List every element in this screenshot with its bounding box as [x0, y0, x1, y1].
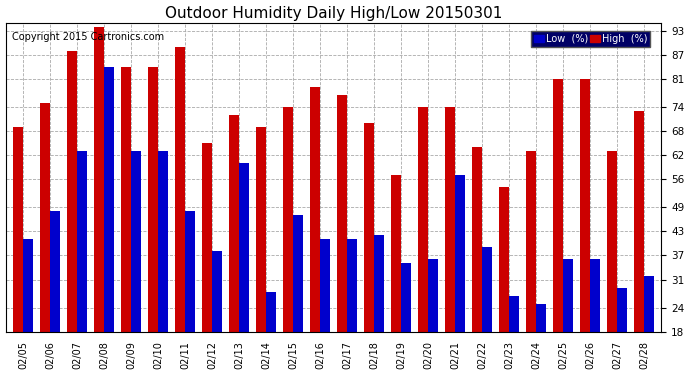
Bar	[580, 79, 590, 332]
Bar	[104, 67, 115, 332]
Bar	[563, 260, 573, 332]
Bar	[239, 164, 249, 332]
Bar	[148, 67, 158, 332]
Bar	[526, 152, 536, 332]
Bar	[553, 79, 563, 332]
Bar	[536, 303, 546, 332]
Bar	[158, 152, 168, 332]
Bar	[293, 215, 304, 332]
Bar	[337, 95, 347, 332]
Bar	[374, 236, 384, 332]
Bar	[283, 107, 293, 332]
Bar	[131, 152, 141, 332]
Bar	[364, 123, 374, 332]
Bar	[229, 115, 239, 332]
Bar	[121, 67, 131, 332]
Bar	[50, 211, 60, 332]
Bar	[499, 188, 509, 332]
Bar	[23, 240, 33, 332]
Bar	[607, 152, 617, 332]
Bar	[67, 51, 77, 332]
Bar	[347, 240, 357, 332]
Bar	[175, 47, 185, 332]
Bar	[401, 264, 411, 332]
Bar	[472, 147, 482, 332]
Bar	[40, 103, 50, 332]
Bar	[310, 87, 320, 332]
Bar	[256, 127, 266, 332]
Legend: Low  (%), High  (%): Low (%), High (%)	[531, 31, 650, 47]
Bar	[391, 176, 401, 332]
Bar	[266, 291, 276, 332]
Title: Outdoor Humidity Daily High/Low 20150301: Outdoor Humidity Daily High/Low 20150301	[165, 6, 502, 21]
Bar	[212, 252, 222, 332]
Bar	[185, 211, 195, 332]
Text: Copyright 2015 Cartronics.com: Copyright 2015 Cartronics.com	[12, 32, 164, 42]
Bar	[633, 111, 644, 332]
Bar	[320, 240, 331, 332]
Bar	[201, 143, 212, 332]
Bar	[445, 107, 455, 332]
Bar	[644, 276, 654, 332]
Bar	[482, 248, 492, 332]
Bar	[455, 176, 465, 332]
Bar	[77, 152, 88, 332]
Bar	[94, 27, 104, 332]
Bar	[509, 296, 519, 332]
Bar	[428, 260, 438, 332]
Bar	[590, 260, 600, 332]
Bar	[417, 107, 428, 332]
Bar	[13, 127, 23, 332]
Bar	[617, 288, 627, 332]
